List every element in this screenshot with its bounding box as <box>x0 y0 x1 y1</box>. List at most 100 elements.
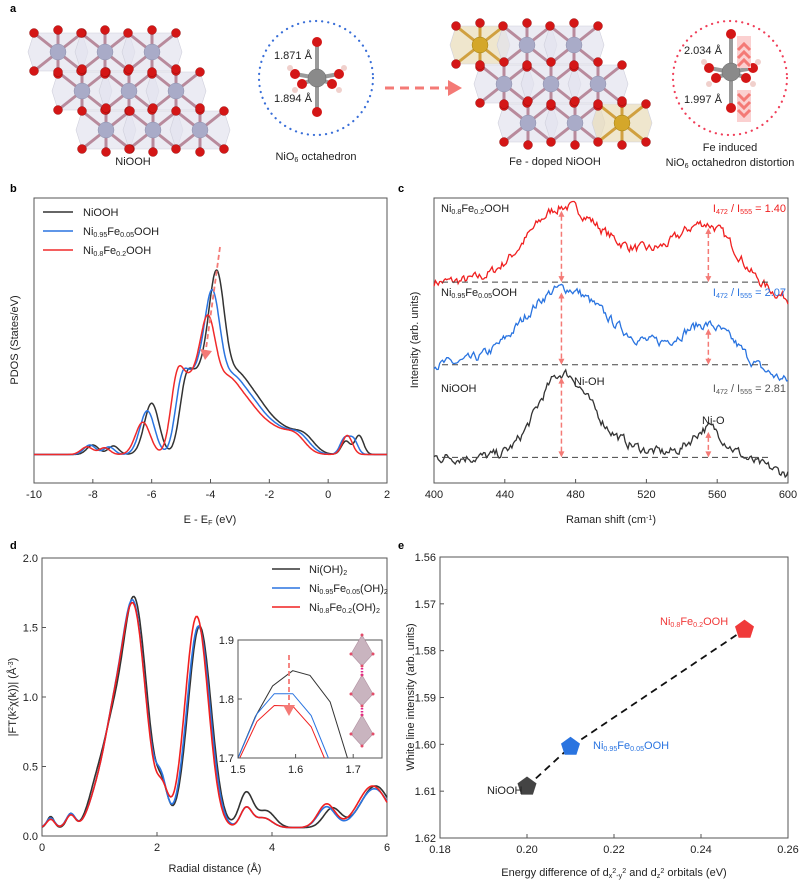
y-tick-label: 1.61 <box>415 786 436 798</box>
panel-e-scatter-chart: 0.18 0.20 0.22 0.24 0.26 1.56 1.57 1.58 1.59 1.60… <box>405 552 799 880</box>
panel-label-e: e <box>398 540 404 552</box>
x-tick-label: 1.6 <box>288 764 303 776</box>
panel-label-a: a <box>10 3 17 15</box>
x-tick-label: 560 <box>708 489 726 501</box>
point-label-niooh: NiOOH <box>487 785 523 797</box>
x-tick-label: 0.24 <box>690 844 711 856</box>
panel-d-exafs-chart: 0 2 4 6 0.0 0.5 1.0 1.5 2.0 Ni(OH)2 Ni0.95Fe0.05… <box>6 553 390 875</box>
x-tick-label: 440 <box>496 489 514 501</box>
octahedra-icon <box>349 633 375 748</box>
raman-spectrum-line <box>433 283 789 382</box>
fe-induced-label: Fe induced <box>703 142 757 154</box>
y-tick-label: 1.58 <box>415 646 436 658</box>
bond-length-top-left: 1.871 Å <box>274 49 313 62</box>
y-tick-label: 0.5 <box>23 762 38 774</box>
legend: Ni(OH)2 Ni0.95Fe0.05(OH)2 Ni0.8Fe0.2(OH)… <box>272 564 388 615</box>
panel-label-b: b <box>10 183 17 195</box>
x-axis-label: Energy difference of dx2-y2 and dz2 orbi… <box>501 867 726 880</box>
x-tick-label: 480 <box>566 489 584 501</box>
x-tick-label: 600 <box>779 489 797 501</box>
arrowhead-icon <box>558 210 565 283</box>
x-tick-label: 1.5 <box>230 764 245 776</box>
arrowhead-icon <box>705 431 712 458</box>
legend-label: Ni(OH)2 <box>309 564 347 577</box>
raman-spectrum-line <box>433 200 789 305</box>
legend: NiOOH Ni0.95Fe0.05OOH Ni0.8Fe0.2OOH <box>43 207 159 258</box>
y-tick-label: 1.8 <box>219 694 234 706</box>
x-axis-label: E - EF (eV) <box>184 514 237 527</box>
fe-doped-niooh-lattice <box>449 18 653 150</box>
x-tick-label: 2 <box>154 842 160 854</box>
inset-series-line <box>237 693 329 759</box>
y-axis-label: PDOS (States/eV) <box>9 295 21 384</box>
y-axis-label: Intensity (arb. units) <box>409 292 421 389</box>
intensity-ratio: I472 / I555 = 2.81 <box>713 383 786 396</box>
x-tick-label: -10 <box>26 489 42 501</box>
y-tick-label: 1.7 <box>219 753 234 765</box>
inset-series-line <box>237 670 348 759</box>
panel-a-structures: NiOOH NiO6 octahedron 1.871 Å 1.894 Å Fe… <box>27 18 794 170</box>
y-tick-label: 0.0 <box>23 831 38 843</box>
plot-frame <box>41 557 388 837</box>
arrowhead-icon <box>200 349 212 360</box>
ni-o-annotation: Ni-O <box>702 415 725 427</box>
legend-label: Ni0.8Fe0.2OOH <box>83 245 151 258</box>
ft-series-line <box>41 601 388 829</box>
panel-c-raman-chart: 400 440 480 520 560 600 Ni0.8Fe0.2OOH Ni0.95F… <box>409 197 797 526</box>
y-tick-label: 1.62 <box>415 833 436 845</box>
plot-frame <box>433 197 789 484</box>
y-tick-label: 1.9 <box>219 635 234 647</box>
ft-series-line <box>41 595 388 829</box>
y-tick-label: 1.5 <box>23 623 38 635</box>
x-tick-label: 6 <box>384 842 390 854</box>
pdos-series-line <box>34 314 387 456</box>
legend-label: Ni0.8Fe0.2(OH)2 <box>309 602 380 615</box>
series-label: Ni0.95Fe0.05OOH <box>441 287 517 300</box>
transformation-arrow-icon <box>385 80 462 96</box>
decrease-arrow-icon <box>205 246 221 350</box>
x-tick-label: 2 <box>384 489 390 501</box>
pdos-series-line <box>34 269 387 456</box>
y-tick-label: 1.0 <box>23 692 38 704</box>
inset-zoom-chart: 1.5 1.6 1.7 1.7 1.8 1.9 <box>219 633 383 776</box>
legend-label: NiOOH <box>83 207 119 219</box>
panel-b-pdos-chart: -10 -8 -6 -4 -2 0 2 NiOOH Ni0.95Fe0.05OOH Ni0.… <box>9 197 390 527</box>
ft-series-line <box>41 599 388 829</box>
bond-length-bottom-right: 1.997 Å <box>684 93 723 106</box>
raman-spectrum-line <box>433 368 789 479</box>
pentagon-data-point <box>561 736 580 755</box>
intensity-ratio: I472 / I555 = 1.40 <box>713 203 786 216</box>
y-tick-label: 1.57 <box>415 599 436 611</box>
x-tick-label: -4 <box>206 489 216 501</box>
nio6-octahedron-model <box>287 37 347 117</box>
panel-label-c: c <box>398 183 404 195</box>
inset-arrow-icon <box>283 655 295 716</box>
point-label-fe005: Ni0.95Fe0.05OOH <box>593 740 669 753</box>
distortion-chevrons-icon <box>736 36 752 122</box>
x-tick-label: 4 <box>269 842 275 854</box>
y-tick-label: 1.59 <box>415 693 436 705</box>
x-tick-label: 1.7 <box>346 764 361 776</box>
x-tick-label: -6 <box>147 489 157 501</box>
x-tick-label: -8 <box>88 489 98 501</box>
y-axis-label: White line intensity (arb. units) <box>405 623 417 770</box>
intensity-ratio: I472 / I555 = 2.07 <box>713 287 786 300</box>
x-axis-label: Raman shift (cm-1) <box>566 514 656 526</box>
series-label: Ni0.8Fe0.2OOH <box>441 203 509 216</box>
trend-dashed-line <box>526 628 746 788</box>
x-tick-label: 0 <box>325 489 331 501</box>
bond-length-bottom-left: 1.894 Å <box>274 92 313 105</box>
legend-label: Ni0.95Fe0.05(OH)2 <box>309 583 388 596</box>
y-tick-label: 1.56 <box>415 552 436 564</box>
x-tick-label: 0.18 <box>429 844 450 856</box>
bond-length-top-right: 2.034 Å <box>684 44 723 57</box>
inset-series-line <box>239 704 325 759</box>
arrowhead-icon <box>705 227 712 283</box>
x-tick-label: 0.26 <box>777 844 798 856</box>
x-tick-label: 0.20 <box>516 844 537 856</box>
panel-label-d: d <box>10 540 17 552</box>
ni-oh-annotation: Ni-OH <box>574 376 605 388</box>
point-label-fe02: Ni0.8Fe0.2OOH <box>660 616 728 629</box>
blue-dotted-circle <box>257 19 375 137</box>
x-tick-label: 400 <box>425 489 443 501</box>
